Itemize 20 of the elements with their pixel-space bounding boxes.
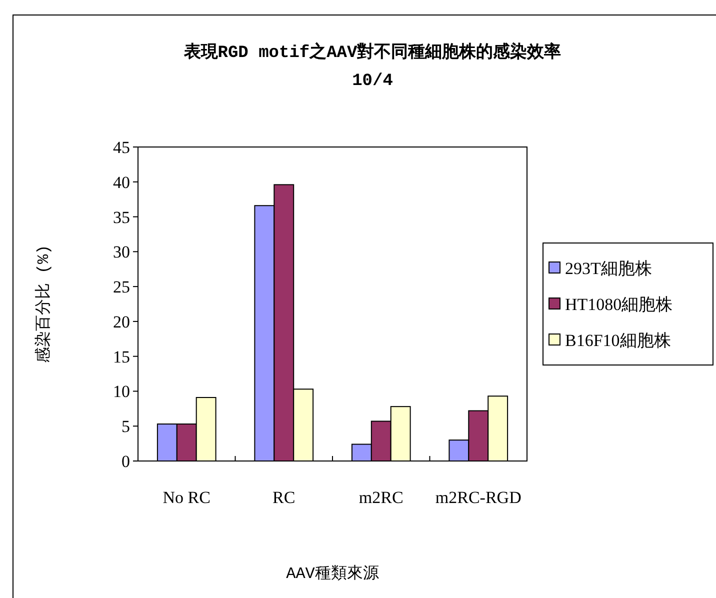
y-axis-title: 感染百分比 (%)	[34, 244, 53, 364]
y-tick-label: 0	[122, 452, 130, 471]
chart-title: 表現RGD motif之AAV對不同種細胞株的感染效率 10/4	[182, 42, 562, 91]
y-tick-label: 20	[113, 312, 130, 332]
x-tick-label: m2RC	[358, 488, 404, 507]
x-tick-label: RC	[272, 488, 296, 507]
x-axis-title: AAV種類來源	[286, 564, 379, 583]
y-tick-label: 25	[113, 278, 130, 297]
y-tick-label: 30	[113, 242, 130, 262]
y-tick-label: 10	[113, 382, 130, 402]
legend-label: B16F10細胞株	[565, 331, 671, 350]
legend-label: 293T細胞株	[565, 259, 652, 278]
y-tick-label: 45	[113, 138, 130, 157]
x-tick-label: m2RC-RGD	[435, 488, 522, 507]
y-tick-label: 5	[122, 417, 130, 436]
y-tick-label: 15	[113, 347, 130, 366]
x-tick-label: No RC	[162, 488, 210, 507]
legend-label: HT1080細胞株	[565, 295, 673, 314]
y-tick-label: 40	[113, 172, 130, 192]
y-tick-label: 35	[113, 208, 130, 227]
